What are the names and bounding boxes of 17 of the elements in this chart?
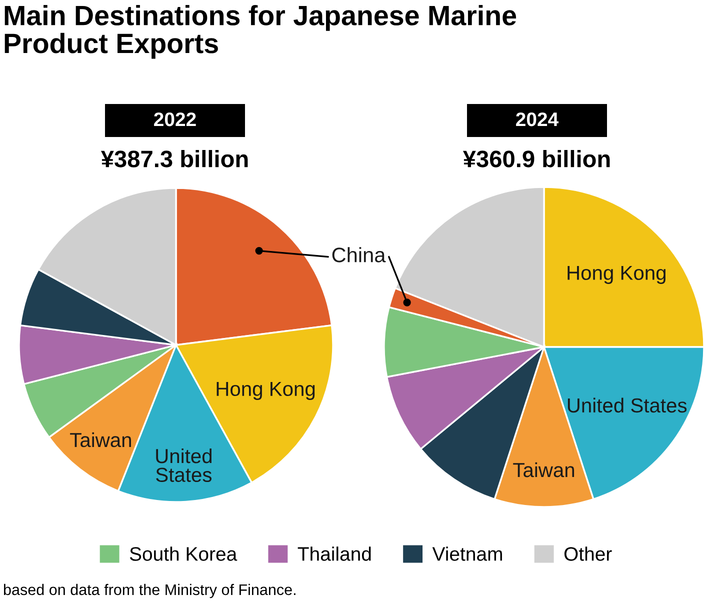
data-label: United States [568,398,687,413]
data-label: China [332,247,386,262]
data-label: Hong Kong [216,382,315,400]
text: based on data from the Ministry of Finance. [4,584,296,598]
data-label: Hong Kong [568,266,666,284]
legend-label: South Korea [130,546,238,561]
text: Main Destinations for Japanese Marine Product Exports [4,5,516,59]
data-label: Taiwan [70,432,131,448]
chart-subtitle: ¥360.9 billion [462,150,610,168]
legend-label: Vietnam [432,546,502,561]
legend-label: Other [564,546,612,561]
chart-title: 2024 [516,112,559,126]
chart-subtitle: ¥387.3 billion [100,150,248,168]
legend-label: Thailand [298,546,371,561]
data-label: Taiwan [513,462,574,478]
data-label: United States [156,448,212,482]
chart-title: 2022 [154,112,196,126]
